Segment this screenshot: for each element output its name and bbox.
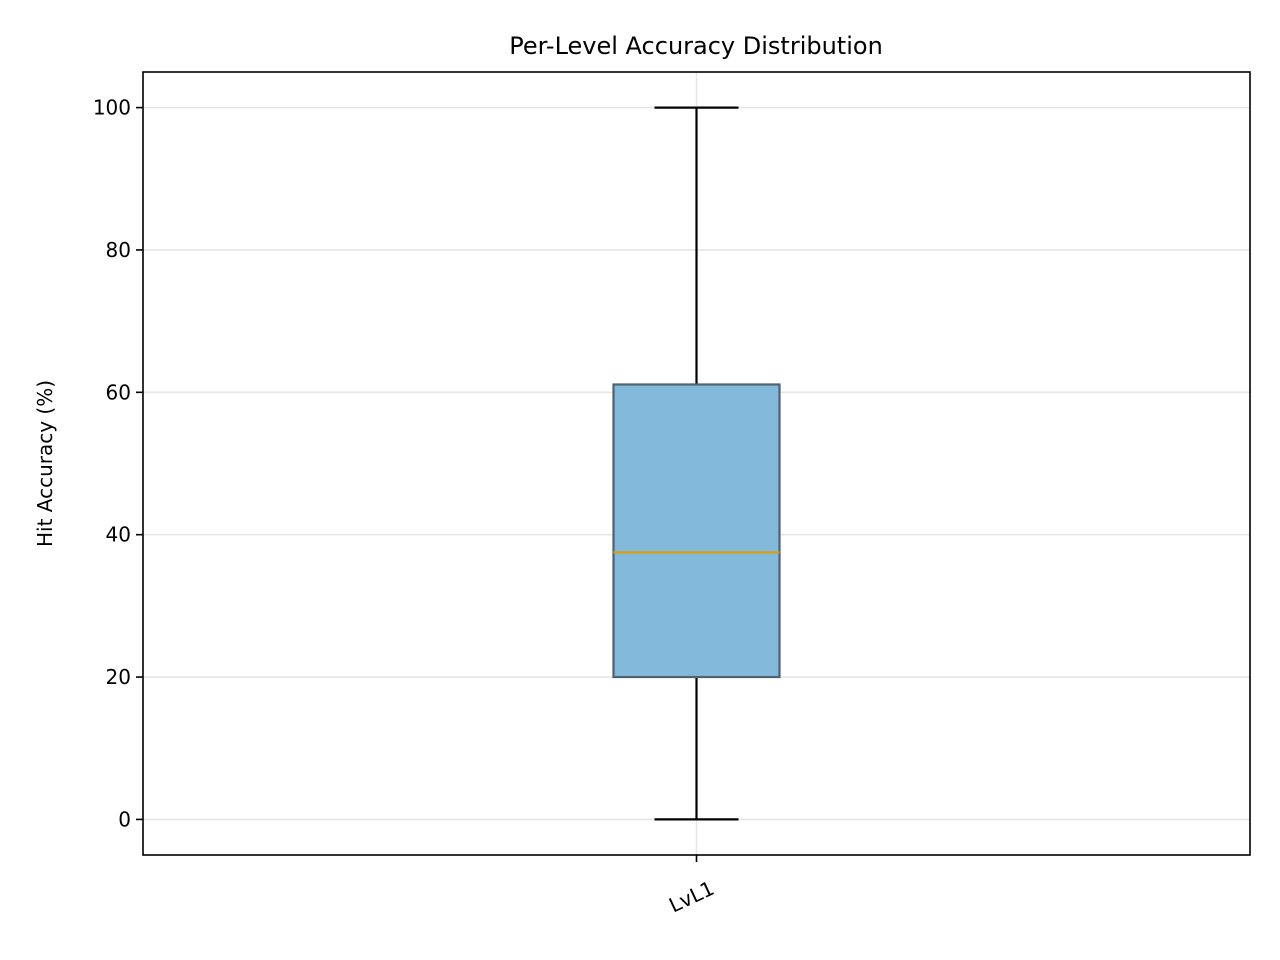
box-series: [612, 106, 781, 821]
y-axis-ticks: 0 20 40 60 80 100: [93, 96, 143, 831]
y-tick-label: 40: [106, 523, 131, 547]
y-tick-label: 20: [106, 665, 131, 689]
y-tick-label: 100: [93, 96, 131, 120]
chart-title: Per-Level Accuracy Distribution: [509, 32, 883, 60]
y-tick-label: 80: [106, 238, 131, 262]
iqr-box: [612, 383, 781, 679]
y-axis-label: Hit Accuracy (%): [33, 380, 57, 547]
y-tick-label: 60: [106, 380, 131, 404]
y-tick-label: 0: [118, 807, 131, 831]
